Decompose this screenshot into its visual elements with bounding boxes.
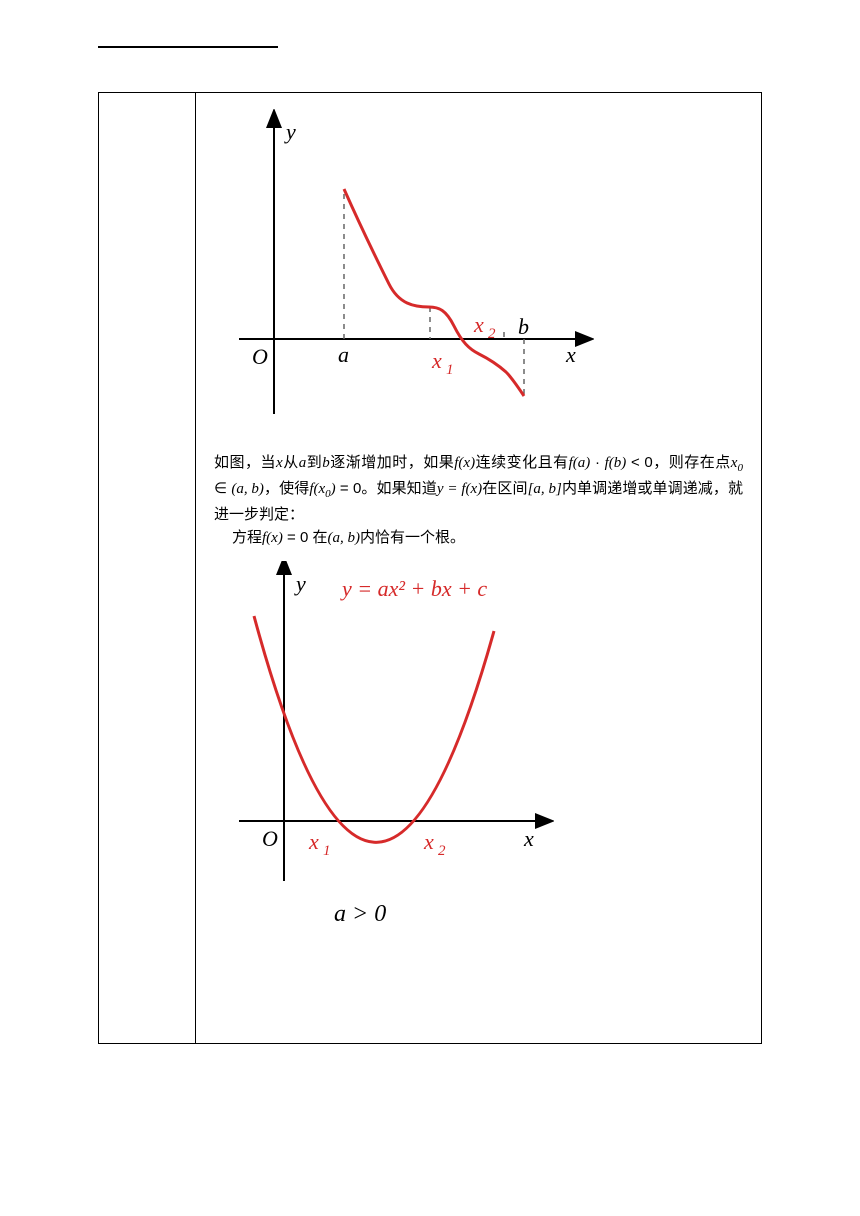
graph-2-svg: y x O y = ax² + bx + c x 1 x 2 a > 0 xyxy=(214,561,554,941)
x1-sub-2: 1 xyxy=(323,843,331,859)
content-cell: y x O a b x 1 x 2 如图，当x从a到b逐渐增加时，如果f(x)连… xyxy=(196,93,761,1043)
p4-ab: (a, b) xyxy=(327,530,360,546)
x1-label-2: x xyxy=(308,829,319,854)
origin-label: O xyxy=(252,344,268,369)
p1-b: b xyxy=(322,455,330,471)
p2-eq0: = 0 xyxy=(336,480,362,497)
p2-fx0: f(x xyxy=(309,481,325,497)
p1-dot: · xyxy=(590,454,604,471)
y-label-2: y xyxy=(294,571,306,596)
b-label: b xyxy=(518,314,529,339)
p1-mid3: 逐渐增加时，如果 xyxy=(330,454,455,471)
p1-mid1: 从 xyxy=(283,454,299,471)
p2-closed: [a, b] xyxy=(528,481,562,497)
cond-label: a > 0 xyxy=(334,901,386,927)
header-rule xyxy=(98,46,278,48)
content-box: y x O a b x 1 x 2 如图，当x从a到b逐渐增加时，如果f(x)连… xyxy=(98,92,762,1044)
x-label-2: x xyxy=(523,826,534,851)
origin-label-2: O xyxy=(262,826,278,851)
explanation-text: 如图，当x从a到b逐渐增加时，如果f(x)连续变化且有f(a) · f(b) <… xyxy=(214,451,743,551)
p2-mid3: 在区间 xyxy=(482,480,527,497)
p2-mid2: 。如果知道 xyxy=(361,480,437,497)
a-label: a xyxy=(338,342,349,367)
x1-sub: 1 xyxy=(446,362,454,378)
p4-pre: 方程 xyxy=(232,529,262,546)
x-label: x xyxy=(565,342,576,367)
p1-fx: f(x) xyxy=(454,455,475,471)
x2-sub: 2 xyxy=(488,326,496,342)
graph-2: y x O y = ax² + bx + c x 1 x 2 a > 0 xyxy=(214,561,554,941)
graph-1-svg: y x O a b x 1 x 2 xyxy=(214,109,594,439)
p1-fa: f(a) xyxy=(569,455,591,471)
p4-line: 方程f(x) = 0 在(a, b)内恰有一个根。 xyxy=(214,526,743,550)
p1-pre: 如图，当 xyxy=(214,454,276,471)
x2-sub-2: 2 xyxy=(438,843,446,859)
p4-end: 内恰有一个根。 xyxy=(360,529,465,546)
p4-fx: f(x) xyxy=(262,530,283,546)
p1-in: ∈ xyxy=(214,480,227,497)
p4-eq0: = 0 xyxy=(283,529,313,546)
p4-mid: 在 xyxy=(312,529,327,546)
p1-fb: f(b) xyxy=(605,455,627,471)
y-label: y xyxy=(284,119,296,144)
curve-2 xyxy=(254,616,494,842)
p1-mid2: 到 xyxy=(306,454,322,471)
p1-x0sub: 0 xyxy=(737,462,743,474)
p2-mid1: ，使得 xyxy=(264,480,309,497)
graph-1: y x O a b x 1 x 2 xyxy=(214,109,594,439)
p1-lt0: < 0 xyxy=(626,454,652,471)
p2-ab: (a, b) xyxy=(231,481,264,497)
p2-yfx: y = f(x) xyxy=(437,481,482,497)
page: y x O a b x 1 x 2 如图，当x从a到b逐渐增加时，如果f(x)连… xyxy=(0,0,860,1216)
p3-pre: 步判定： xyxy=(244,506,304,523)
x1-label: x xyxy=(431,348,442,373)
eq-label: y = ax² + bx + c xyxy=(340,576,487,601)
p1-mid4: 连续变化且有 xyxy=(475,454,569,471)
x2-label-2: x xyxy=(423,829,434,854)
p1-mid5: ，则存在点 xyxy=(653,454,731,471)
x2-label: x xyxy=(473,312,484,337)
p1-x: x xyxy=(276,455,283,471)
